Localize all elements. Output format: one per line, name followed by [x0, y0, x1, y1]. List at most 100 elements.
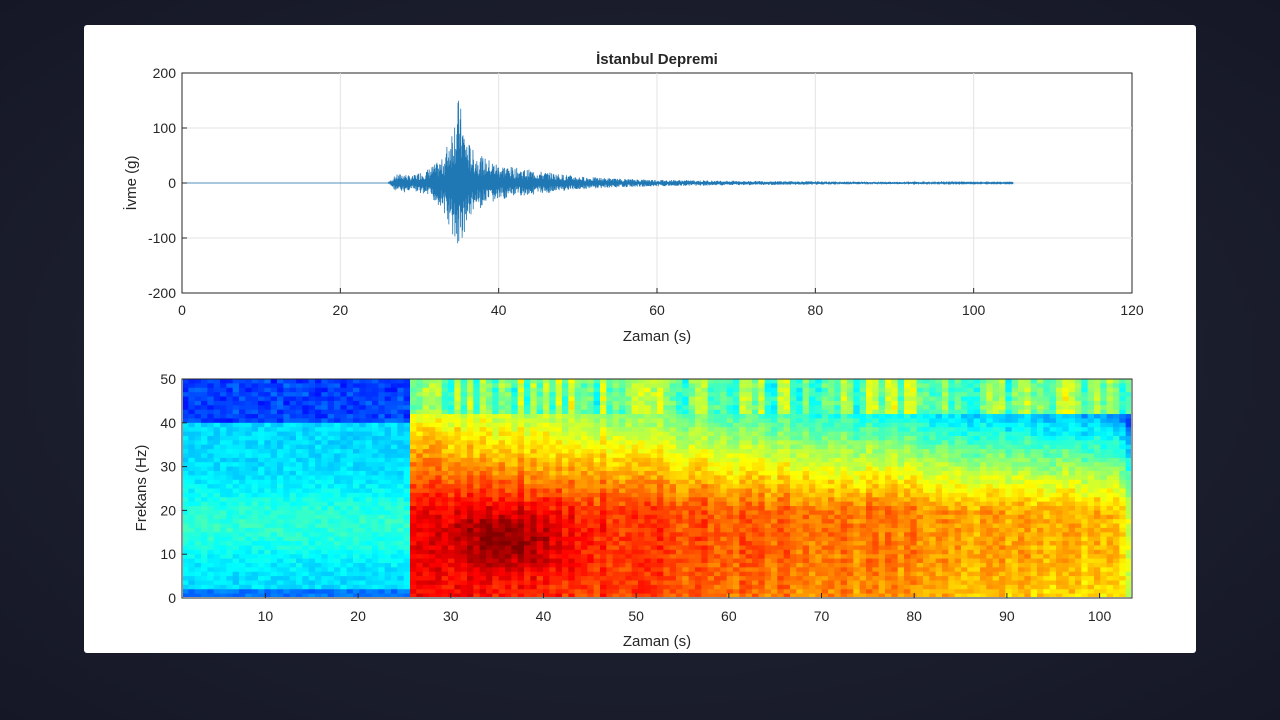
spectrogram-cell	[530, 479, 538, 485]
spectrogram-cell	[365, 418, 373, 424]
spectrogram-cell	[473, 571, 481, 577]
spectrogram-cell	[378, 580, 386, 586]
spectrogram-cell	[511, 562, 519, 568]
spectrogram-cell	[707, 414, 715, 420]
spectrogram-cell	[479, 475, 487, 481]
spectrogram-cell	[619, 506, 626, 511]
spectrogram-cell	[251, 545, 259, 551]
spectrogram-cell	[353, 506, 360, 511]
spectrogram-cell	[619, 519, 626, 525]
spectrogram-cell	[606, 589, 614, 595]
spectrogram-cell	[682, 501, 690, 507]
spectrogram-cell	[410, 431, 417, 437]
spectrogram-cell	[207, 545, 215, 551]
spectrogram-cell	[562, 567, 569, 573]
spectrogram-cell	[403, 431, 411, 437]
spectrogram-cell	[245, 536, 253, 542]
spectrogram-cell	[207, 475, 215, 481]
spectrogram-cell	[701, 589, 709, 595]
spectrogram-cell	[587, 379, 595, 384]
spectrogram-cell	[802, 523, 810, 529]
spectrogram-cell	[574, 501, 582, 507]
spectrogram-cell	[327, 444, 335, 450]
spectrogram-cell	[581, 387, 588, 393]
spectrogram-cell	[397, 593, 405, 597]
spectrogram-cell	[593, 422, 601, 428]
spectrogram-cell	[593, 427, 601, 433]
spectrogram-cell	[492, 392, 500, 398]
spectrogram-cell	[790, 427, 797, 433]
spectrogram-cell	[479, 536, 487, 542]
spectrogram-cell	[739, 431, 747, 437]
spectrogram-cell	[188, 492, 196, 498]
spectrogram-cell	[479, 453, 487, 459]
spectrogram-cell	[758, 400, 766, 406]
spectrogram-cell	[638, 440, 645, 446]
spectrogram-cell	[720, 589, 728, 595]
spectrogram-cell	[397, 392, 405, 398]
spectrogram-cell	[308, 440, 316, 446]
spectrogram-cell	[251, 506, 259, 511]
spectrogram-cell	[631, 536, 639, 542]
spectrogram-cell	[758, 457, 766, 463]
spectrogram-cell	[600, 554, 607, 560]
spectrogram-cell	[334, 532, 341, 538]
spectrogram-cell	[183, 409, 189, 415]
spectrogram-cell	[758, 497, 766, 503]
spectrogram-cell	[625, 400, 633, 406]
spectrogram-cell	[264, 405, 272, 411]
spectrogram-cell	[416, 532, 424, 538]
spectrogram-cell	[239, 523, 246, 529]
spectrogram-cell	[397, 562, 405, 568]
spectrogram-cell	[384, 427, 392, 433]
spectrogram-cell	[289, 567, 297, 573]
spectrogram-cell	[543, 435, 550, 441]
spectrogram-cell	[562, 576, 569, 582]
spectrogram-cell	[644, 400, 652, 406]
spectrogram-cell	[201, 379, 208, 384]
spectrogram-cell	[422, 431, 430, 437]
spectrogram-cell	[790, 435, 797, 441]
spectrogram-cell	[270, 440, 278, 446]
spectrogram-cell	[283, 519, 291, 525]
spectrogram-cell	[365, 554, 373, 560]
spectrogram-cell	[581, 470, 588, 476]
spectrogram-cell	[232, 554, 240, 560]
spectrogram-cell	[460, 571, 468, 577]
spectrogram-cell	[492, 523, 500, 529]
spectrogram-cell	[625, 532, 633, 538]
spectrogram-cell	[555, 488, 563, 494]
spectrogram-cell	[251, 383, 259, 389]
spectrogram-cell	[245, 541, 253, 547]
spectrogram-cell	[796, 527, 804, 533]
spectrogram-cell	[479, 576, 487, 582]
spectrogram-cell	[251, 484, 259, 490]
spectrogram-cell	[486, 492, 493, 498]
spectrogram-cell	[410, 466, 417, 472]
spectrogram-cell	[435, 418, 443, 424]
spectrogram-cell	[239, 475, 246, 481]
spectrogram-cell	[302, 492, 310, 498]
spectrogram-cell	[631, 470, 639, 476]
spectrogram-cell	[340, 431, 348, 437]
spectrogram-cell	[467, 532, 474, 538]
spectrogram-cell	[625, 449, 633, 455]
spectrogram-cell	[619, 584, 626, 590]
spectrogram-cell	[378, 479, 386, 485]
spectrogram-cell	[372, 497, 379, 503]
spectrogram-cell	[201, 492, 208, 498]
spectrogram-cell	[403, 549, 411, 555]
spectrogram-cell	[657, 593, 664, 597]
spectrogram-cell	[327, 532, 335, 538]
spectrogram-cell	[530, 431, 538, 437]
spectrogram-cell	[695, 536, 702, 542]
spectrogram-cell	[454, 497, 462, 503]
spectrogram-cell	[688, 405, 696, 411]
spectrogram-cell	[764, 414, 772, 420]
spectrogram-cell	[194, 453, 202, 459]
spectrogram-cell	[410, 580, 417, 586]
spectrogram-cell	[796, 501, 804, 507]
spectrogram-cell	[600, 571, 607, 577]
spectrogram-cell	[549, 387, 557, 393]
spectrogram-cell	[549, 435, 557, 441]
